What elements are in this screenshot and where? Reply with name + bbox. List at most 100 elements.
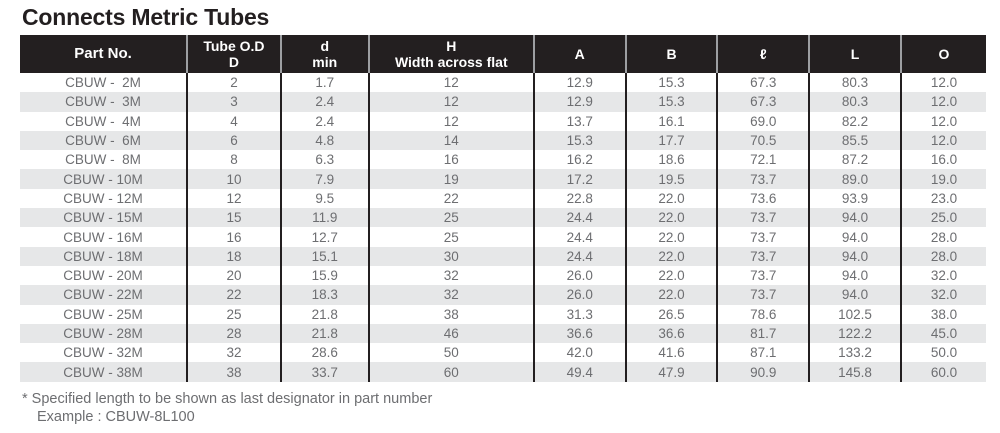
value-cell: 24.4 bbox=[532, 208, 626, 228]
value-cell: 69.0 bbox=[716, 111, 810, 131]
value-cell: 20 bbox=[186, 265, 281, 286]
value-cell: 25 bbox=[186, 304, 281, 324]
table-row: CBUW - 4M 4 2.4 12 13.7 16.1 69.0 82.2 12.0 bbox=[20, 111, 986, 131]
value-cell: 12.0 bbox=[899, 92, 986, 112]
value-cell: 80.3 bbox=[808, 92, 901, 112]
table-row: CBUW - 3M 3 2.4 12 12.9 15.3 67.3 80.3 12.0 bbox=[20, 92, 986, 112]
value-cell: 15.3 bbox=[624, 92, 718, 112]
value-cell: 16.1 bbox=[624, 111, 718, 131]
value-cell: 70.5 bbox=[716, 130, 810, 151]
value-cell: 16.0 bbox=[899, 150, 986, 170]
value-cell: 50.0 bbox=[899, 343, 986, 363]
table-row: CBUW - 6M 6 4.8 14 15.3 17.7 70.5 85.5 12.0 bbox=[20, 130, 986, 151]
value-cell: 94.0 bbox=[808, 285, 901, 305]
value-cell: 67.3 bbox=[716, 92, 810, 112]
table-row: CBUW - 20M 20 15.9 32 26.0 22.0 73.7 94.0 32.0 bbox=[20, 265, 986, 286]
column-header-tube-od: Tube O.D D bbox=[186, 35, 281, 73]
value-cell: 102.5 bbox=[808, 304, 901, 324]
footnote-line-2: Example : CBUW-8L100 bbox=[37, 408, 195, 425]
value-cell: 73.7 bbox=[716, 227, 810, 247]
column-header-a: A bbox=[532, 35, 626, 73]
value-cell: 11.9 bbox=[279, 208, 369, 228]
table-body: CBUW - 2M 2 1.7 12 12.9 15.3 67.3 80.3 12.0 CBUW … bbox=[20, 73, 986, 382]
value-cell: 15.1 bbox=[279, 246, 369, 266]
value-cell: 87.2 bbox=[808, 150, 901, 170]
value-cell: 19.5 bbox=[624, 169, 718, 189]
part-no-cell: CBUW - 3M bbox=[65, 94, 141, 110]
value-cell: 16.2 bbox=[532, 150, 626, 170]
value-cell: 73.7 bbox=[716, 285, 810, 305]
value-cell: 67.3 bbox=[716, 73, 810, 93]
value-cell: 1.7 bbox=[279, 73, 369, 93]
value-cell: 47.9 bbox=[624, 362, 718, 382]
value-cell: 23.0 bbox=[899, 188, 986, 209]
table-row: CBUW - 2M 2 1.7 12 12.9 15.3 67.3 80.3 12.0 bbox=[20, 73, 986, 93]
value-cell: 12 bbox=[367, 92, 534, 112]
value-cell: 38.0 bbox=[899, 304, 986, 324]
value-cell: 7.9 bbox=[279, 169, 369, 189]
value-cell: 73.7 bbox=[716, 169, 810, 189]
table-row: CBUW - 10M 10 7.9 19 17.2 19.5 73.7 89.0 19.0 bbox=[20, 169, 986, 189]
table-header-row: Part No. Tube O.D D d min H Width across… bbox=[20, 35, 986, 73]
value-cell: 22.0 bbox=[624, 246, 718, 266]
value-cell: 2 bbox=[186, 73, 281, 93]
value-cell: 12.7 bbox=[279, 227, 369, 247]
part-no-cell: CBUW - 18M bbox=[63, 248, 143, 264]
value-cell: 12.0 bbox=[899, 73, 986, 93]
value-cell: 15 bbox=[186, 208, 281, 228]
value-cell: 28.0 bbox=[899, 227, 986, 247]
value-cell: 15.9 bbox=[279, 265, 369, 286]
value-cell: 36.6 bbox=[532, 323, 626, 344]
value-cell: 2.4 bbox=[279, 92, 369, 112]
table-row: CBUW - 12M 12 9.5 22 22.8 22.0 73.6 93.9 23.0 bbox=[20, 188, 986, 209]
value-cell: 26.5 bbox=[624, 304, 718, 324]
value-cell: 17.2 bbox=[532, 169, 626, 189]
part-no-cell: CBUW - 28M bbox=[63, 326, 143, 341]
part-no-cell: CBUW - 15M bbox=[63, 210, 143, 226]
value-cell: 16 bbox=[186, 227, 281, 247]
value-cell: 12 bbox=[367, 73, 534, 93]
part-no-cell: CBUW - 6M bbox=[65, 133, 141, 149]
part-no-cell: CBUW - 16M bbox=[63, 229, 143, 245]
table-row: CBUW - 18M 18 15.1 30 24.4 22.0 73.7 94.0 28.0 bbox=[20, 246, 986, 266]
value-cell: 28.0 bbox=[899, 246, 986, 266]
value-cell: 25 bbox=[367, 208, 534, 228]
value-cell: 73.7 bbox=[716, 265, 810, 286]
value-cell: 28 bbox=[186, 323, 281, 344]
part-no-cell: CBUW - 4M bbox=[65, 113, 141, 129]
value-cell: 12.0 bbox=[899, 111, 986, 131]
value-cell: 18.3 bbox=[279, 285, 369, 305]
column-header-part-no: Part No. bbox=[20, 35, 188, 73]
value-cell: 25 bbox=[367, 227, 534, 247]
value-cell: 32.0 bbox=[899, 285, 986, 305]
value-cell: 94.0 bbox=[808, 227, 901, 247]
value-cell: 85.5 bbox=[808, 130, 901, 151]
value-cell: 38 bbox=[367, 304, 534, 324]
value-cell: 78.6 bbox=[716, 304, 810, 324]
value-cell: 21.8 bbox=[279, 323, 369, 344]
value-cell: 22.0 bbox=[624, 265, 718, 286]
value-cell: 26.0 bbox=[532, 265, 626, 286]
table-row: CBUW - 28M 28 21.8 46 36.6 36.6 81.7 122.2 45.0 bbox=[20, 323, 986, 344]
value-cell: 94.0 bbox=[808, 265, 901, 286]
value-cell: 72.1 bbox=[716, 150, 810, 170]
table-row: CBUW - 25M 25 21.8 38 31.3 26.5 78.6 102.5 38.0 bbox=[20, 304, 986, 324]
value-cell: 19.0 bbox=[899, 169, 986, 189]
value-cell: 82.2 bbox=[808, 111, 901, 131]
value-cell: 31.3 bbox=[532, 304, 626, 324]
value-cell: 17.7 bbox=[624, 130, 718, 151]
value-cell: 14 bbox=[367, 130, 534, 151]
value-cell: 9.5 bbox=[279, 188, 369, 209]
value-cell: 32.0 bbox=[899, 265, 986, 286]
value-cell: 6 bbox=[186, 130, 281, 151]
value-cell: 46 bbox=[367, 323, 534, 344]
value-cell: 89.0 bbox=[808, 169, 901, 189]
part-no-cell: CBUW - 32M bbox=[63, 345, 143, 361]
spec-table: Part No. Tube O.D D d min H Width across… bbox=[20, 35, 986, 382]
value-cell: 22.0 bbox=[624, 285, 718, 305]
part-no-cell: CBUW - 10M bbox=[63, 171, 143, 187]
table-row: CBUW - 16M 16 12.7 25 24.4 22.0 73.7 94.0 28.0 bbox=[20, 227, 986, 247]
value-cell: 22.0 bbox=[624, 188, 718, 209]
page-title: Connects Metric Tubes bbox=[22, 4, 270, 30]
